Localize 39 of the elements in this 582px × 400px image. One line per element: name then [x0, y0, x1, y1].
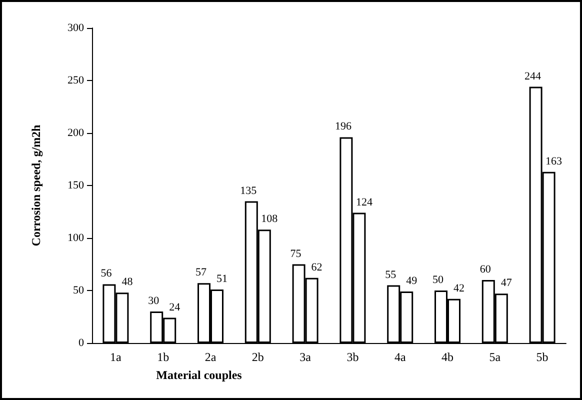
- data-label: 51: [216, 272, 228, 285]
- data-label: 196: [334, 120, 352, 133]
- y-tick-label: 250: [68, 74, 84, 86]
- data-label: 55: [385, 268, 397, 281]
- y-tick-label: 200: [68, 127, 84, 139]
- x-tick-label: 2b: [252, 350, 264, 364]
- data-label: 108: [261, 213, 278, 226]
- data-label: 42: [454, 282, 464, 294]
- data-label: 50: [432, 274, 444, 286]
- x-tick-label: 3a: [300, 350, 312, 364]
- y-tick-label: 150: [68, 180, 84, 192]
- data-label: 244: [524, 70, 542, 82]
- x-tick-label: 4b: [442, 350, 454, 364]
- data-label: 30: [148, 295, 160, 307]
- y-tick-label: 300: [68, 22, 84, 34]
- data-label: 24: [169, 301, 181, 314]
- x-tick-label: 4a: [394, 350, 406, 364]
- data-label: 124: [356, 196, 373, 208]
- data-label: 75: [290, 248, 302, 260]
- x-tick-label: 5b: [536, 350, 548, 364]
- data-label: 62: [311, 261, 322, 274]
- data-label: 48: [122, 276, 134, 288]
- y-axis-title: Corrosion speed, g/m2h: [29, 124, 43, 246]
- y-tick-label: 100: [68, 232, 84, 244]
- data-label: 56: [100, 268, 112, 280]
- data-label: 49: [406, 275, 418, 288]
- x-tick-label: 3b: [346, 350, 359, 364]
- x-tick-label: 5a: [489, 350, 502, 364]
- y-tick-label: 50: [73, 284, 84, 296]
- data-label: 47: [500, 277, 512, 290]
- data-label: 163: [546, 155, 563, 168]
- y-tick-label: 0: [78, 337, 84, 349]
- x-axis-title: Material couples: [156, 368, 242, 382]
- x-tick-label: 2a: [204, 350, 217, 364]
- data-label: 60: [480, 264, 492, 276]
- x-tick-label: 1a: [110, 350, 122, 364]
- data-label: 57: [196, 266, 207, 279]
- x-tick-label: 1b: [157, 350, 170, 364]
- data-label: 135: [240, 184, 258, 197]
